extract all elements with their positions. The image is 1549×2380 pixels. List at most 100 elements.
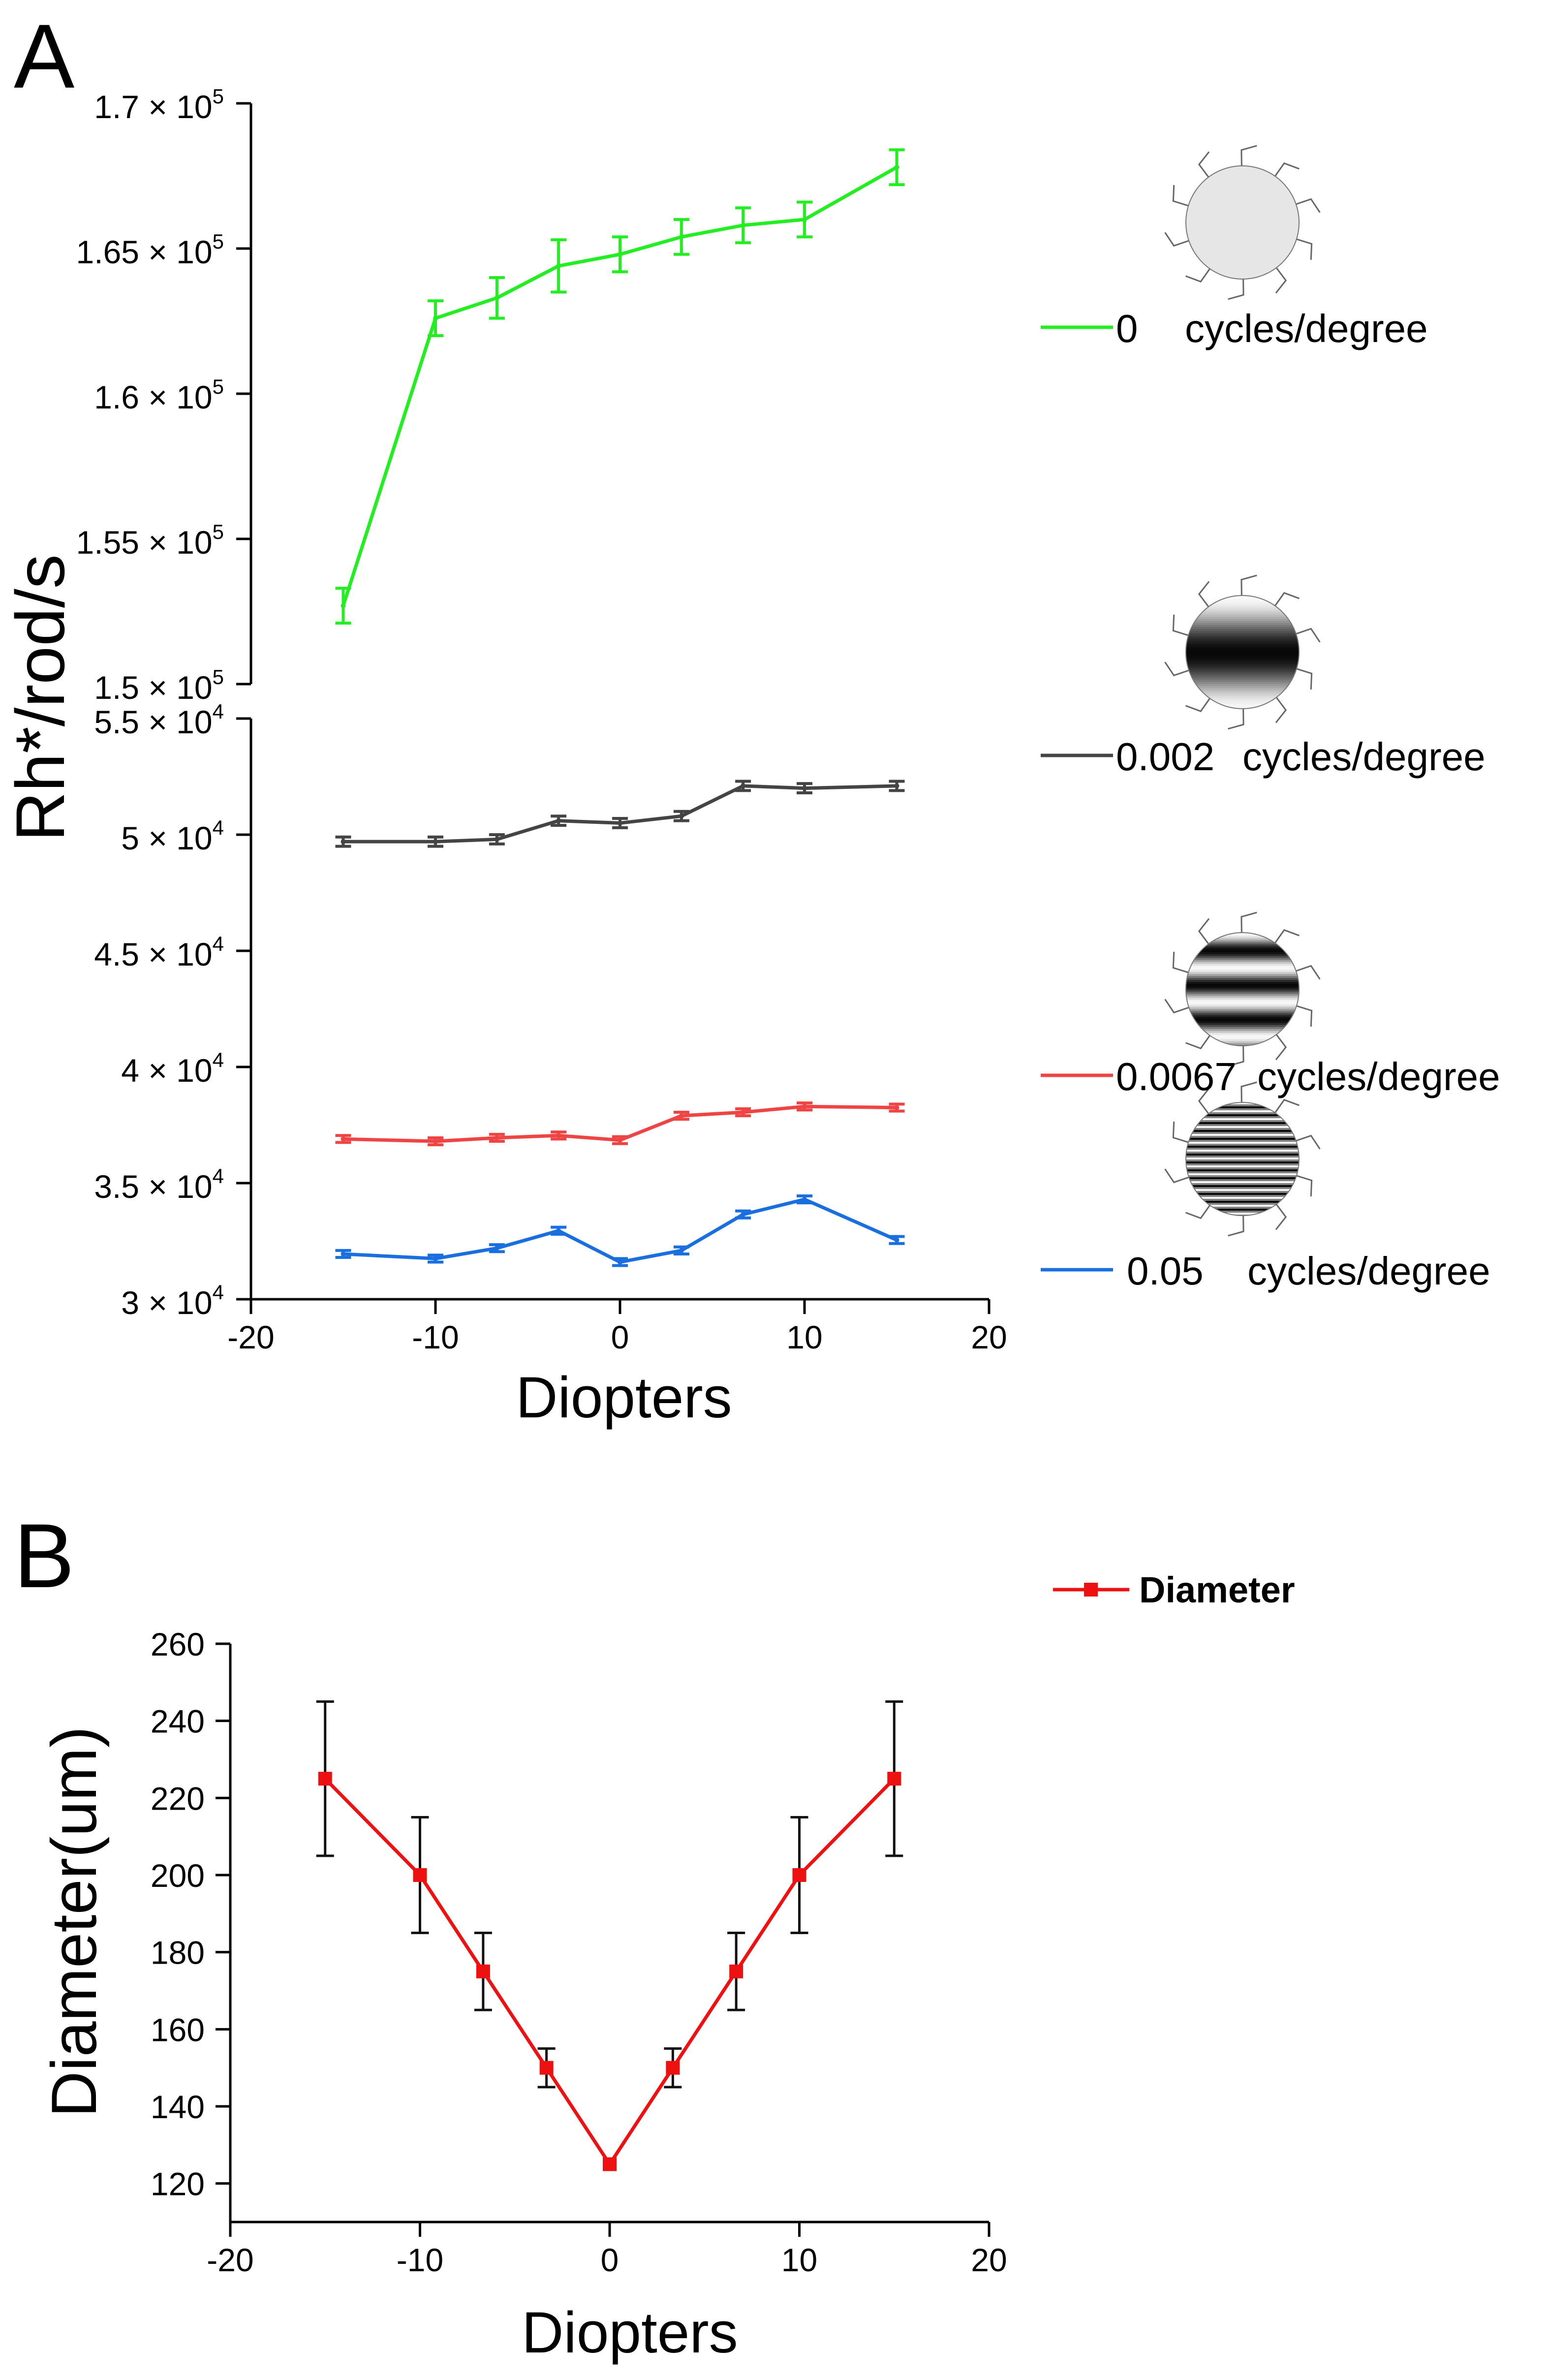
data-point	[556, 1133, 561, 1138]
grating-stripe	[1186, 621, 1299, 623]
legend-value-0-0067: 0.0067	[1116, 1055, 1237, 1098]
grating-stripe	[1186, 670, 1299, 672]
grating-stripe	[1186, 625, 1299, 627]
legend-unit-0-002: cycles/degree	[1242, 735, 1486, 779]
vessel-branch	[1272, 262, 1287, 294]
grating-stripe	[1186, 1161, 1299, 1163]
data-point-marker	[792, 1868, 806, 1882]
series-line	[341, 165, 898, 606]
y-tick-label-lower: 4.5 × 104	[94, 932, 224, 972]
data-point	[741, 1212, 746, 1217]
grating-stripe	[1186, 653, 1299, 655]
grating-stripe	[1186, 1148, 1299, 1150]
panel-b-legend: Diameter	[1053, 1569, 1295, 1610]
grating-stripe	[1186, 1033, 1299, 1035]
panel-a-stimulus-thumbnails	[1164, 145, 1321, 1237]
vessel-branch	[1272, 1199, 1287, 1230]
x-tick-label: -20	[227, 1319, 274, 1355]
grating-stripe	[1186, 1187, 1299, 1189]
grating-stripe	[1186, 647, 1299, 649]
grating-stripe	[1186, 1120, 1299, 1122]
grating-stripe	[1186, 1189, 1299, 1191]
grating-stripe	[1186, 627, 1299, 629]
grating-stripe	[1186, 657, 1299, 658]
grating-stripe	[1186, 1211, 1299, 1213]
x-tick-label: -10	[397, 2242, 443, 2278]
grating-stripe	[1186, 662, 1299, 664]
vessel-branch	[1185, 1030, 1214, 1050]
grating-stripe	[1186, 672, 1299, 674]
data-point-marker	[413, 1868, 427, 1882]
grating-stripe	[1186, 1156, 1299, 1158]
grating-stripe	[1186, 1104, 1299, 1106]
grating-stripe	[1186, 1213, 1299, 1215]
grating-stripe	[1186, 1163, 1299, 1165]
y-tick-label-lower: 3 × 104	[121, 1281, 224, 1321]
disc-outline	[1185, 595, 1300, 709]
grating-stripe	[1186, 1203, 1299, 1205]
data-point	[741, 222, 746, 228]
x-tick-label: 0	[611, 1319, 629, 1355]
grating-disc	[1186, 166, 1299, 279]
x-tick-label: 10	[781, 2242, 817, 2278]
grating-stripe	[1186, 1108, 1299, 1110]
vessel-branch	[1164, 1168, 1195, 1184]
retina-vessels	[1164, 911, 1321, 1067]
grating-stripe	[1186, 1118, 1299, 1120]
grating-stripe	[1186, 607, 1299, 609]
series-0-002	[335, 780, 905, 848]
grating-stripe	[1186, 982, 1299, 984]
grating-stripe	[1186, 1043, 1299, 1045]
y-tick-label: 240	[151, 1703, 205, 1740]
vessel-branch	[1290, 965, 1321, 980]
y-tick-label-upper: 1.5 × 105	[94, 665, 224, 706]
grating-stripe	[1186, 1173, 1299, 1175]
vessel-branch	[1228, 1210, 1244, 1237]
data-point	[341, 839, 346, 845]
grating-stripe	[1186, 1197, 1299, 1199]
legend-value-0-05: 0.05	[1127, 1249, 1204, 1293]
grating-stripe	[1186, 998, 1299, 1000]
y-tick-label: 200	[151, 1857, 205, 1894]
legend-label-Diameter: Diameter	[1139, 1569, 1295, 1610]
grating-stripe	[1186, 637, 1299, 639]
grating-stripe	[1186, 1009, 1299, 1011]
grating-stripe	[1186, 682, 1299, 684]
grating-stripe	[1186, 968, 1299, 970]
grating-stripe	[1186, 1158, 1299, 1159]
grating-stripe	[1186, 1140, 1299, 1142]
data-point	[341, 1136, 346, 1142]
legend-unit-0: cycles/degree	[1185, 307, 1428, 350]
grating-stripe	[1186, 603, 1299, 605]
stimulus-thumbnail-0-002	[1164, 574, 1321, 730]
grating-stripe	[1186, 986, 1299, 988]
grating-stripe	[1186, 1037, 1299, 1039]
grating-stripe	[1186, 972, 1299, 974]
grating-disc	[1186, 933, 1299, 1046]
vessel-branch	[1185, 693, 1214, 713]
grating-stripe	[1186, 641, 1299, 643]
grating-stripe	[1186, 595, 1299, 597]
panel-a-x-axis-label: Diopters	[516, 1365, 732, 1430]
grating-stripe	[1186, 605, 1299, 607]
grating-stripe	[1186, 990, 1299, 992]
vessel-branch	[1164, 232, 1195, 247]
grating-stripe	[1186, 629, 1299, 631]
panel-a-axes: 1.7 × 105 1.65 × 105 1.6 × 105 1.55 × 105 1.…	[76, 85, 1007, 1355]
data-point	[741, 1110, 746, 1115]
panel-a-legend: 0 cycles/degree 0.002 cycles/degree 0.0067 cy…	[1041, 307, 1500, 1293]
grating-stripe	[1186, 976, 1299, 978]
panel-b-series	[316, 1700, 903, 2171]
data-point	[433, 315, 438, 321]
grating-stripe	[1186, 623, 1299, 625]
grating-stripe	[1186, 1039, 1299, 1041]
grating-stripe	[1186, 1175, 1299, 1177]
y-tick-label: 140	[151, 2089, 205, 2125]
vessel-branch	[1271, 162, 1300, 182]
vessel-branch	[1290, 198, 1321, 213]
grating-stripe	[1186, 970, 1299, 972]
panel-a-label: A	[14, 6, 75, 107]
stimulus-thumbnail-0	[1164, 145, 1321, 300]
data-point-marker	[539, 2061, 554, 2075]
